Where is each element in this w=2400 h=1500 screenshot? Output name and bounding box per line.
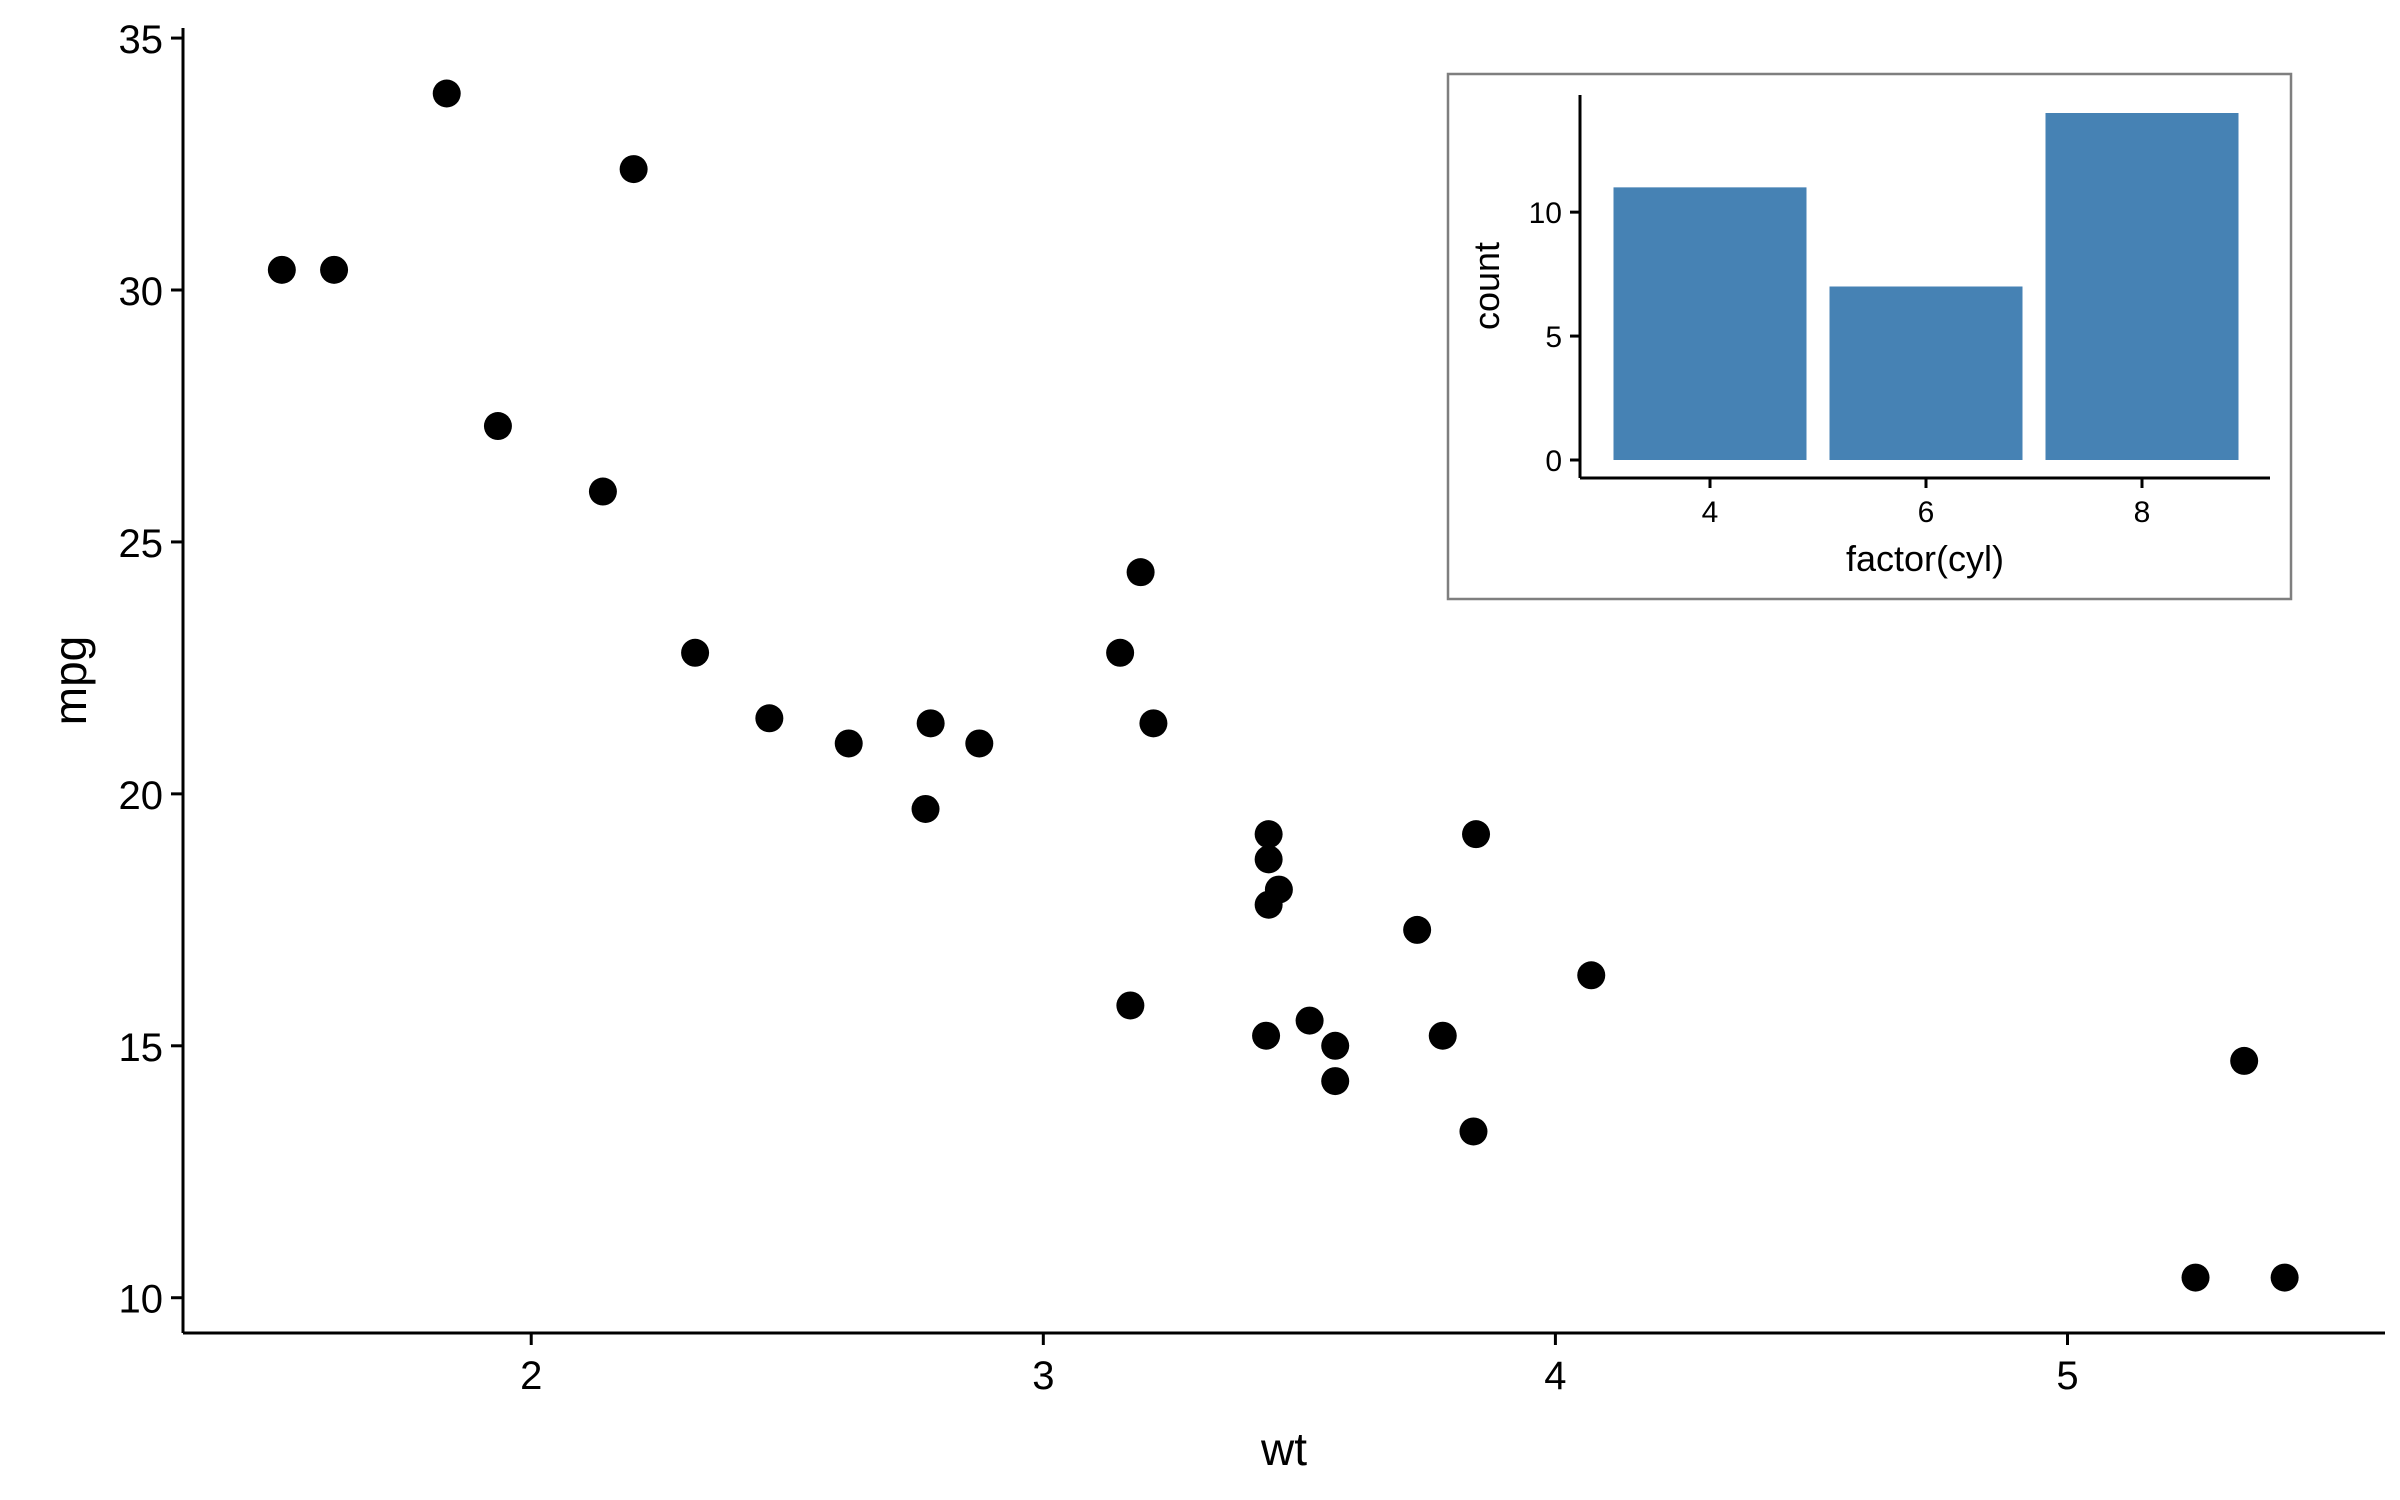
scatter-point bbox=[1254, 820, 1283, 849]
scatter-point bbox=[755, 704, 784, 733]
scatter-point bbox=[1139, 709, 1168, 738]
inset-y-tick-label: 5 bbox=[1545, 321, 1562, 354]
x-axis-ticks: 2 3 4 5 bbox=[520, 1333, 2079, 1398]
inset-y-tick-label: 10 bbox=[1529, 197, 1562, 230]
y-tick-label: 15 bbox=[119, 1026, 164, 1070]
scatter-point bbox=[1428, 1021, 1457, 1050]
y-tick-label: 10 bbox=[119, 1278, 164, 1322]
scatter-point bbox=[1321, 1067, 1350, 1096]
scatter-point bbox=[1254, 890, 1283, 919]
scatter-point bbox=[2270, 1263, 2299, 1292]
inset-x-axis-title: factor(cyl) bbox=[1846, 538, 2004, 579]
scatter-point bbox=[2181, 1263, 2210, 1292]
scatter-point bbox=[1116, 991, 1145, 1020]
scatter-point bbox=[1462, 820, 1491, 849]
y-axis-ticks: 10 15 20 25 30 35 bbox=[119, 18, 183, 1322]
scatter-point bbox=[1252, 1021, 1281, 1050]
y-axis-title: mpg bbox=[44, 636, 96, 725]
scatter-point bbox=[1254, 845, 1283, 874]
scatter-point bbox=[965, 729, 994, 758]
x-axis-title: wt bbox=[1260, 1423, 1307, 1475]
x-tick-label: 5 bbox=[2056, 1354, 2078, 1398]
y-tick-label: 35 bbox=[119, 18, 164, 62]
scatter-point bbox=[911, 794, 940, 823]
inset-x-tick-label: 6 bbox=[1918, 496, 1935, 529]
scatter-point bbox=[1321, 1031, 1350, 1060]
inset-bars bbox=[1613, 113, 2239, 460]
scatter-point bbox=[1577, 961, 1606, 990]
y-tick-label: 20 bbox=[119, 774, 164, 818]
inset-bar-chart: 0 5 10 4 6 8 factor(cyl) count bbox=[1446, 72, 2293, 601]
scatter-point bbox=[1106, 638, 1135, 667]
scatter-point bbox=[681, 638, 710, 667]
scatter-point bbox=[2230, 1046, 2259, 1075]
inset-y-axis-title: count bbox=[1466, 242, 1507, 330]
scatter-point bbox=[1126, 558, 1155, 587]
scatter-points bbox=[267, 79, 2299, 1292]
x-tick-label: 2 bbox=[520, 1354, 542, 1398]
inset-bar bbox=[1613, 187, 1807, 460]
scatter-point bbox=[619, 155, 648, 184]
scatter-point bbox=[1403, 915, 1432, 944]
scatter-point bbox=[916, 709, 945, 738]
scatter-point bbox=[588, 477, 617, 506]
y-tick-label: 30 bbox=[119, 270, 164, 314]
inset-y-tick-label: 0 bbox=[1545, 445, 1562, 478]
x-tick-label: 4 bbox=[1544, 1354, 1566, 1398]
inset-y-axis-ticks: 0 5 10 bbox=[1529, 197, 1580, 478]
scatter-point bbox=[1459, 1117, 1488, 1146]
y-tick-label: 25 bbox=[119, 522, 164, 566]
inset-bar bbox=[2045, 113, 2239, 460]
scatter-point bbox=[267, 255, 296, 284]
scatter-point bbox=[320, 255, 349, 284]
scatter-point bbox=[483, 412, 512, 441]
inset-x-tick-label: 4 bbox=[1702, 496, 1719, 529]
inset-x-tick-label: 8 bbox=[2134, 496, 2151, 529]
main-scatter-plot: 10 15 20 25 30 35 2 3 4 5 wt mpg bbox=[44, 18, 2385, 1475]
scatter-point bbox=[834, 729, 863, 758]
scatter-point bbox=[1295, 1006, 1324, 1035]
scatter-point bbox=[432, 79, 461, 108]
inset-x-axis-ticks: 4 6 8 bbox=[1702, 478, 2151, 529]
inset-bar bbox=[1829, 286, 2023, 460]
x-tick-label: 3 bbox=[1032, 1354, 1054, 1398]
